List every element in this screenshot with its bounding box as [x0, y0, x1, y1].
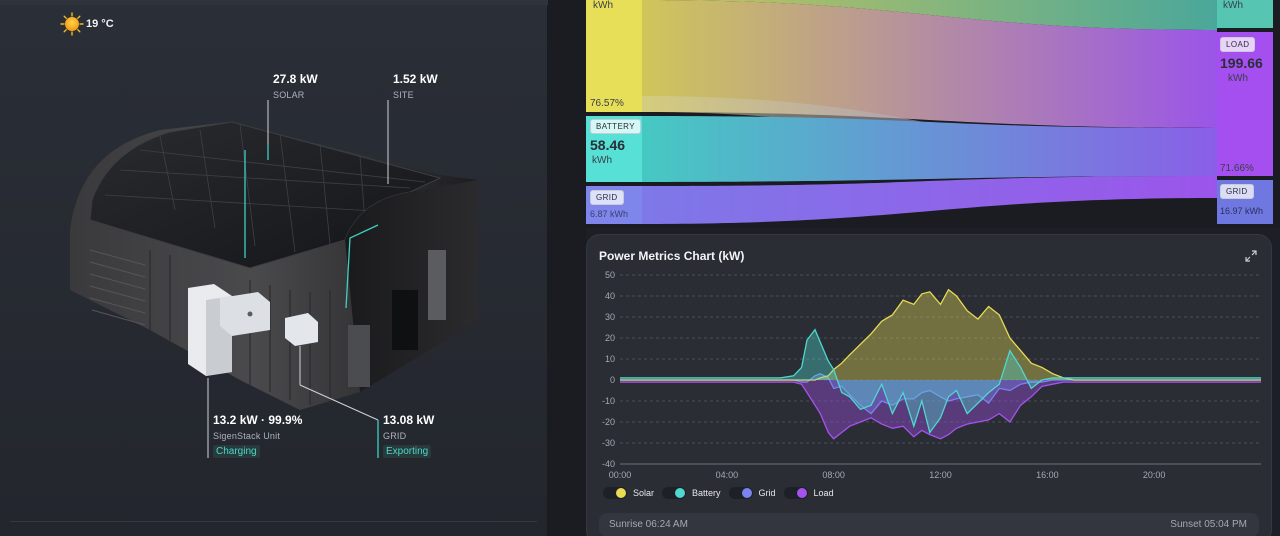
y-tick-label: -30 — [602, 438, 615, 448]
series-area-battery — [620, 329, 1261, 433]
y-tick-label: -40 — [602, 459, 615, 469]
grid-import-value: 6.87 kWh — [590, 209, 629, 219]
panel-divider — [10, 521, 537, 522]
x-tick-label: 08:00 — [822, 470, 845, 480]
expand-icon[interactable] — [1245, 249, 1257, 262]
chart-legend: Solar Battery Grid Load — [603, 487, 834, 499]
panel-top-border — [0, 0, 548, 5]
y-tick-label: 40 — [605, 291, 615, 301]
sigenstack-callout: 13.2 kW · 99.9% SigenStack Unit Charging — [213, 413, 302, 459]
grid-toggle[interactable] — [728, 487, 753, 499]
x-tick-label: 16:00 — [1036, 470, 1059, 480]
legend-load-label: Load — [813, 488, 834, 498]
y-tick-label: 50 — [605, 270, 615, 280]
legend-grid-label: Grid — [758, 488, 776, 498]
chart-title: Power Metrics Chart (kW) — [599, 249, 745, 263]
grid-label: GRID — [383, 431, 407, 441]
battery-unit: kWh — [592, 155, 612, 166]
battery-dot — [675, 488, 686, 498]
series-line-grid — [620, 372, 1261, 415]
site-label: SITE — [393, 90, 414, 100]
solar-power-value: 27.8 kW — [273, 72, 318, 86]
sun-icon — [60, 12, 84, 36]
grid-export-value: 16.97 kWh — [1220, 206, 1264, 216]
battery-tag: BATTERY — [590, 119, 641, 134]
solar-percent: 76.57% — [590, 98, 624, 109]
legend-battery[interactable]: Battery — [662, 487, 721, 499]
charging-status-badge: Charging — [213, 445, 260, 458]
x-tick-label: 12:00 — [929, 470, 952, 480]
grid-export-tag: GRID — [1220, 184, 1254, 199]
legend-battery-label: Battery — [692, 488, 721, 498]
energy-flow-sankey: kWh 76.57% BATTERY 58.46 kWh GRID 6.87 k… — [586, 0, 1280, 228]
y-tick-label: 10 — [605, 354, 615, 364]
power-metrics-card: Power Metrics Chart (kW) 50 40 30 20 10 0 -10 -… — [586, 234, 1272, 536]
battery-energy-value: 58.46 — [590, 137, 626, 153]
site-building-illustration — [70, 100, 478, 458]
legend-grid[interactable]: Grid — [728, 487, 776, 499]
legend-solar[interactable]: Solar — [603, 487, 654, 499]
load-dot — [796, 488, 807, 498]
x-tick-label: 00:00 — [609, 470, 632, 480]
exporting-status-badge: Exporting — [383, 445, 432, 458]
panel-gutter — [548, 0, 586, 536]
sigenstack-value: 13.2 kW · 99.9% — [213, 413, 303, 427]
grid-dot — [741, 488, 752, 498]
y-tick-label: 30 — [605, 312, 615, 322]
load-tag: LOAD — [1220, 37, 1256, 52]
load-unit: kWh — [1228, 73, 1248, 84]
site-power-value: 1.52 kW — [393, 72, 438, 86]
load-percent: 71.66% — [1220, 163, 1254, 174]
sigenstack-label: SigenStack Unit — [213, 431, 281, 441]
weather-widget: 19 °C — [60, 12, 114, 36]
x-tick-label: 04:00 — [716, 470, 739, 480]
solar-label: SOLAR — [273, 90, 305, 100]
grid-power-value: 13.08 kW — [383, 413, 435, 427]
solar-dot — [616, 488, 626, 498]
site-callout: 1.52 kW SITE — [393, 72, 438, 100]
series-line-battery — [620, 328, 1261, 435]
solar-callout: 27.8 kW SOLAR — [273, 72, 318, 100]
legend-solar-label: Solar — [633, 488, 655, 498]
sankey-diagram — [586, 0, 1280, 228]
sun-times-bar: Sunrise 06:24 AM Sunset 05:04 PM — [599, 513, 1259, 536]
load-toggle[interactable] — [783, 487, 808, 499]
x-tick-label: 20:00 — [1143, 470, 1166, 480]
grid-import-tag: GRID — [590, 190, 624, 205]
sunrise-text: Sunrise 06:24 AM — [609, 519, 688, 530]
temperature-text: 19 °C — [86, 18, 114, 30]
y-tick-label: 20 — [605, 333, 615, 343]
series-line-solar — [620, 288, 1261, 381]
battery-toggle[interactable] — [662, 487, 687, 499]
site-view-panel: 19 °C — [0, 0, 548, 536]
series-area-grid — [620, 373, 1261, 414]
top-right-unit: kWh — [1223, 0, 1243, 11]
series-area-solar — [620, 289, 1261, 380]
y-tick-label: -20 — [602, 417, 615, 427]
series-line-load — [620, 381, 1261, 440]
y-tick-label: 0 — [610, 375, 615, 385]
grid-callout: 13.08 kW GRID Exporting — [383, 413, 434, 459]
series-area-load — [620, 380, 1261, 439]
solar-unit-label: kWh — [593, 0, 613, 11]
load-energy-value: 199.66 — [1220, 55, 1263, 71]
y-tick-label: -10 — [602, 396, 615, 406]
solar-toggle[interactable] — [603, 487, 627, 499]
legend-load[interactable]: Load — [783, 487, 834, 499]
sunset-text: Sunset 05:04 PM — [1170, 519, 1247, 530]
